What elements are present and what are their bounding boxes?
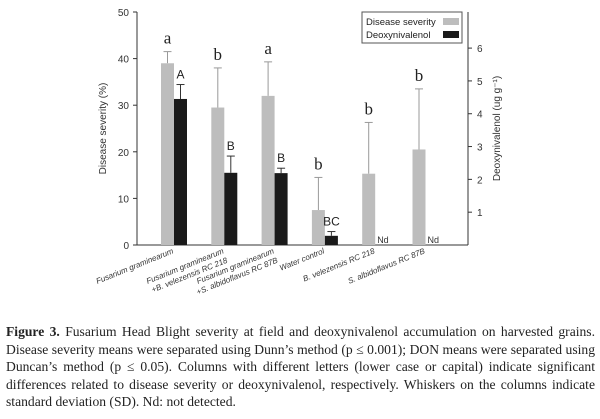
- bar-disease-severity: [311, 210, 325, 245]
- caption-text: Fusarium Head Blight severity at field a…: [6, 324, 595, 410]
- figure-caption: Figure 3. Fusarium Head Blight severity …: [6, 323, 595, 411]
- bar-deoxynivalenol: [274, 173, 288, 245]
- legend-swatch-disease: [443, 18, 459, 25]
- bar-disease-severity: [412, 149, 426, 245]
- legend-swatch-don: [443, 31, 459, 38]
- letter-disease: b: [214, 45, 223, 64]
- y2-tick-label: 5: [477, 77, 483, 88]
- bar-deoxynivalenol: [324, 235, 338, 245]
- letter-disease: a: [264, 39, 272, 58]
- y-axis-label: Disease severity (%): [98, 83, 109, 175]
- bar-disease-severity: [362, 173, 376, 245]
- bar-disease-severity: [211, 107, 225, 245]
- letter-disease: b: [415, 66, 424, 85]
- letter-don: Nd: [377, 235, 389, 245]
- letter-don: A: [176, 68, 184, 82]
- y2-axis-label: Deoxynivalenol (ug g⁻¹): [492, 76, 503, 181]
- bar-disease-severity: [161, 63, 174, 246]
- letter-disease: b: [314, 154, 323, 173]
- y2-tick-label: 3: [477, 143, 483, 154]
- bar-deoxynivalenol: [224, 172, 238, 245]
- letter-don: B: [277, 151, 285, 165]
- y-tick-label: 10: [118, 194, 130, 205]
- legend-label-don: Deoxynivalenol: [366, 30, 430, 41]
- bar-deoxynivalenol: [174, 98, 187, 246]
- letter-disease: a: [164, 29, 172, 48]
- y-tick-label: 40: [118, 55, 130, 66]
- letter-disease: b: [364, 99, 373, 118]
- y-tick-label: 30: [118, 101, 130, 112]
- y-tick-label: 20: [118, 148, 130, 159]
- letter-don: Nd: [428, 235, 440, 245]
- y2-tick-label: 2: [477, 175, 483, 186]
- bar-disease-severity: [261, 95, 275, 245]
- caption-label: Figure 3.: [6, 324, 60, 339]
- y-tick-label: 0: [123, 241, 129, 252]
- y2-tick-label: 4: [477, 110, 483, 121]
- legend-label-disease: Disease severity: [366, 17, 436, 28]
- y2-tick-label: 1: [477, 208, 483, 219]
- y-tick-label: 50: [118, 8, 130, 19]
- y2-tick-label: 6: [477, 44, 483, 55]
- letter-don: BC: [323, 215, 340, 229]
- bar-chart: 0 10 20 30 40 50 1 2 3 4 5 6 Disease severity (%) Deo…: [95, 8, 503, 297]
- letter-don: B: [227, 139, 235, 153]
